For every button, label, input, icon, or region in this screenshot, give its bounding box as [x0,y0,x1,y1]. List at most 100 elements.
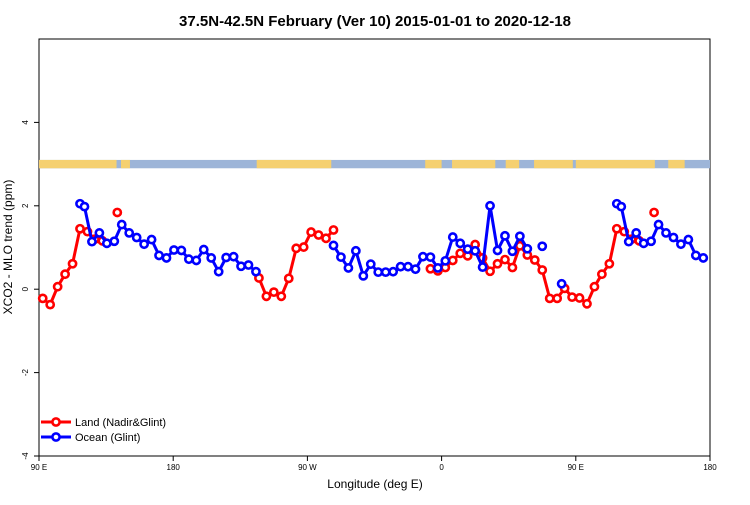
data-point [507,262,518,273]
data-point [470,245,481,256]
data-point [313,230,324,240]
y-axis-label: XCO2 - MLO trend (ppm) [1,180,15,315]
data-point [328,225,339,235]
data-point [169,245,179,255]
data-point [261,291,272,302]
data-point [243,260,254,270]
data-point [213,266,224,277]
data-point [425,252,436,262]
data-point [440,255,451,266]
data-point [582,298,592,309]
data-point [604,258,615,269]
data-point [500,230,510,241]
data-point [455,248,466,259]
data-point [268,287,279,298]
data-point [283,273,294,284]
x-tick-label: 180 [703,463,717,472]
data-point [574,293,585,303]
legend-marker [51,417,61,427]
data-point [276,291,287,302]
data-point [101,238,112,249]
ocean-band [39,159,710,169]
data-point [131,232,142,243]
data-point [537,241,548,252]
data-point [589,281,600,292]
x-tick-label: 90 E [31,463,47,472]
plot-frame [38,38,711,457]
data-point [388,266,399,277]
x-axis-label: Longitude (deg E) [327,477,422,491]
series-line [615,202,704,260]
data-point [698,253,709,263]
legend-marker [51,432,61,442]
legend-label: Land (Nadir&Glint) [75,417,166,429]
data-point [75,223,85,234]
land-ocean-strip [39,159,710,169]
data-point [112,207,123,218]
x-tick-label: 90 W [298,463,317,472]
data-point [321,233,331,244]
data-point [507,246,518,257]
data-point [485,266,495,277]
data-point [492,258,503,269]
data-point [67,258,78,269]
data-point [500,254,510,265]
data-point [556,278,567,289]
data-point [373,267,384,278]
data-point [45,299,56,310]
data-point [206,253,217,263]
data-point [395,261,406,272]
land-band [534,159,573,169]
data-point [236,261,246,272]
data-point [653,219,664,230]
data-point [251,266,261,277]
series-land [37,207,659,310]
x-tick-label: 90 E [568,463,584,472]
data-point [52,281,63,292]
chart-title: 37.5N-42.5N February (Ver 10) 2015-01-01… [179,13,571,30]
data-point [690,250,701,261]
data-point [228,251,239,262]
data-point [477,262,488,272]
data-point [410,264,421,275]
data-point [522,243,533,254]
data-point [485,200,495,211]
land-band [668,159,685,169]
x-tick-label: 180 [167,463,181,472]
data-point [646,236,657,247]
data-point [683,234,694,245]
data-point [291,243,302,254]
data-point [109,236,120,247]
land-band [505,159,520,169]
series-ocean [75,198,709,289]
data-point [306,227,317,237]
data-point [124,228,135,238]
data-point [462,244,473,255]
y-tick-label: -4 [21,452,30,460]
data-point [537,265,548,275]
data-point [94,228,105,238]
data-point [298,242,309,252]
data-point [616,201,627,212]
data-point [631,228,642,238]
land-band [121,159,130,169]
data-point [79,201,90,212]
data-point [552,293,563,304]
y-tick-label: 4 [21,120,30,125]
data-point [611,223,622,234]
legend: Land (Nadir&Glint) Ocean (Glint) [41,417,166,444]
data-point [336,252,346,262]
data-point [447,255,458,266]
data-point [596,269,607,280]
x-tick-label: 0 [439,463,444,472]
y-tick-label: 0 [21,286,30,291]
data-point [623,236,634,247]
data-point [358,270,369,281]
data-point [403,261,413,272]
data-point [176,245,187,256]
land-band [575,159,655,169]
data-point [183,254,194,265]
legend-label: Ocean (Glint) [75,432,140,444]
series-layer [37,198,709,310]
